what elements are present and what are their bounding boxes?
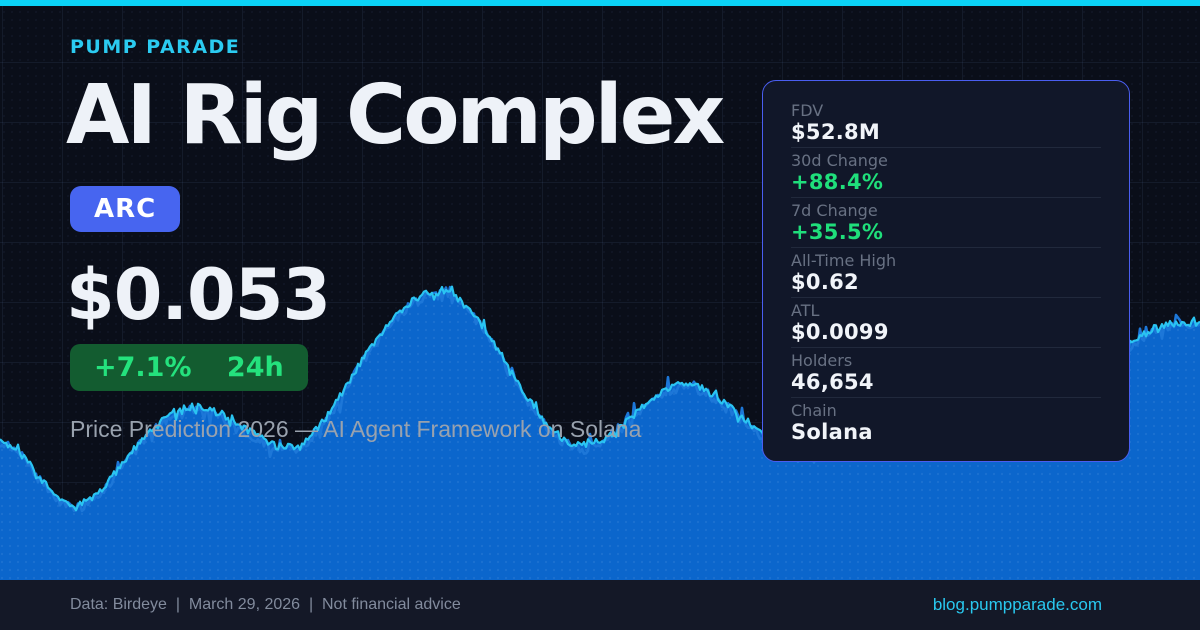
stat-label: ATL <box>791 301 820 320</box>
change-period: 24h <box>226 352 284 383</box>
brand-label: PUMP PARADE <box>70 36 241 58</box>
stat-label: 7d Change <box>791 201 878 220</box>
stat-row-30d-change: 30d Change +88.4% <box>791 147 1101 197</box>
stat-label: FDV <box>791 101 824 120</box>
stat-row-chain: Chain Solana <box>791 397 1101 447</box>
stat-value: Solana <box>791 420 873 444</box>
top-accent-bar <box>0 0 1200 6</box>
stat-value: $0.62 <box>791 270 859 294</box>
stat-row-fdv: FDV $52.8M <box>791 98 1101 147</box>
subtitle: Price Prediction 2026 — AI Agent Framewo… <box>70 416 642 442</box>
stat-value: +35.5% <box>791 220 884 244</box>
page-title: AI Rig Complex <box>66 68 725 163</box>
change-percent: +7.1% <box>94 352 192 383</box>
stat-value: 46,654 <box>791 370 874 394</box>
stat-label: Holders <box>791 351 853 370</box>
stat-label: Chain <box>791 401 837 420</box>
stat-label: All-Time High <box>791 251 897 270</box>
stats-panel: FDV $52.8M 30d Change +88.4% 7d Change +… <box>762 80 1130 462</box>
stat-row-holders: Holders 46,654 <box>791 347 1101 397</box>
stat-value: $0.0099 <box>791 320 889 344</box>
stat-row-7d-change: 7d Change +35.5% <box>791 197 1101 247</box>
ticker-badge: ARC <box>70 186 181 232</box>
footer-bar: Data: Birdeye | March 29, 2026 | Not fin… <box>0 580 1200 630</box>
change-badge: +7.1% 24h <box>70 344 308 391</box>
footer-blog-link[interactable]: blog.pumpparade.com <box>932 595 1102 614</box>
stat-row-atl: ATL $0.0099 <box>791 297 1101 347</box>
footer-disclaimer: Data: Birdeye | March 29, 2026 | Not fin… <box>70 596 461 613</box>
stat-value: $52.8M <box>791 120 881 144</box>
stat-row-ath: All-Time High $0.62 <box>791 247 1101 297</box>
stat-label: 30d Change <box>791 151 888 170</box>
current-price: $0.053 <box>66 254 331 336</box>
stat-value: +88.4% <box>791 170 884 194</box>
